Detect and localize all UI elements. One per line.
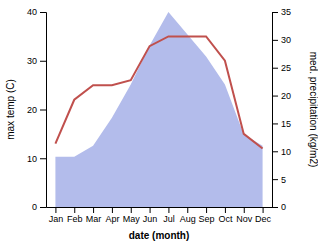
tick-mark <box>272 12 278 13</box>
tick-mark <box>93 207 94 213</box>
y2-tick: 35 <box>272 7 291 17</box>
y-tick: 40 <box>27 7 46 17</box>
tick-label: Jan <box>49 214 64 224</box>
x-tick: Apr <box>105 207 119 224</box>
tick-label: 35 <box>281 7 291 17</box>
y2-tick: 15 <box>272 119 291 129</box>
tick-mark <box>55 207 56 213</box>
x-tick: Jan <box>49 207 64 224</box>
x-axis: JanFebMarApr MayJun Jul AugSepOctNovDec <box>47 207 273 224</box>
axis-line <box>40 13 47 208</box>
y2-tick: 25 <box>272 63 291 73</box>
tick-mark <box>272 68 278 69</box>
x-axis-title: date (month) <box>129 230 190 241</box>
tick-label: 20 <box>27 105 37 115</box>
tick-label: 20 <box>281 91 291 101</box>
tick-mark <box>40 207 46 208</box>
tick-label: 25 <box>281 63 291 73</box>
tick-label: Sep <box>199 214 215 224</box>
x-tick: Aug <box>180 207 196 224</box>
y-axis: 0 10 20 30 40 <box>27 7 47 212</box>
tick-mark <box>131 207 132 213</box>
tick-label: Jun <box>143 214 158 224</box>
plot: JanFebMarApr MayJun Jul AugSepOctNovDec 0 10 2… <box>5 7 318 241</box>
tick-label: Apr <box>105 214 119 224</box>
y-tick: 0 <box>32 202 46 212</box>
marks <box>55 12 262 207</box>
tick-mark <box>150 207 151 213</box>
tick-label: 5 <box>281 175 286 185</box>
x-tick: Mar <box>86 207 102 224</box>
tick-label: 10 <box>27 154 37 164</box>
x-tick: Sep <box>199 207 215 224</box>
tick-mark <box>40 110 46 111</box>
x-tick: Feb <box>67 207 83 224</box>
tick-label: Nov <box>236 214 253 224</box>
tick-label: Dec <box>255 214 272 224</box>
x-tick: May <box>123 207 141 224</box>
y2-axis: 0 5 10 15 20 25 30 35 <box>272 7 291 212</box>
y-tick: 10 <box>27 154 46 164</box>
y-axis-title: max temp (C) <box>5 79 16 140</box>
tick-mark <box>272 96 278 97</box>
tick-label: Feb <box>67 214 83 224</box>
tick-label: 10 <box>281 147 291 157</box>
tick-mark <box>272 40 278 41</box>
x-tick: Jul <box>163 207 175 224</box>
tick-mark <box>263 207 264 213</box>
y2-axis-title: med. precipitation (kg/m2) <box>308 52 318 168</box>
precipitation-area <box>55 12 262 207</box>
x-tick: Dec <box>255 207 272 224</box>
tick-mark <box>244 207 245 213</box>
y2-tick: 10 <box>272 147 291 157</box>
tick-label: 30 <box>281 35 291 45</box>
tick-label: 0 <box>281 202 286 212</box>
tick-mark <box>40 158 46 159</box>
tick-mark <box>225 207 226 213</box>
tick-mark <box>168 207 169 213</box>
tick-mark <box>187 207 188 213</box>
y2-tick: 0 <box>272 202 286 212</box>
y2-tick: 20 <box>272 91 291 101</box>
tick-label: Aug <box>180 214 196 224</box>
tick-label: 0 <box>32 202 37 212</box>
y2-tick: 30 <box>272 35 291 45</box>
tick-mark <box>74 207 75 213</box>
temperature-line <box>55 36 262 148</box>
x-tick: Nov <box>236 207 253 224</box>
tick-mark <box>272 207 278 208</box>
tick-mark <box>40 12 46 13</box>
chart: JanFebMarApr MayJun Jul AugSepOctNovDec 0 10 2… <box>0 0 318 247</box>
tick-mark <box>206 207 207 213</box>
tick-label: May <box>123 214 141 224</box>
tick-mark <box>40 61 46 62</box>
tick-mark <box>112 207 113 213</box>
tick-mark <box>272 179 278 180</box>
tick-mark <box>272 151 278 152</box>
tick-mark <box>272 123 278 124</box>
tick-label: 40 <box>27 7 37 17</box>
tick-label: Oct <box>218 214 233 224</box>
axis-line <box>47 207 273 208</box>
y2-tick: 5 <box>272 175 286 185</box>
x-tick: Jun <box>143 207 158 224</box>
tick-label: Mar <box>86 214 102 224</box>
tick-label: 15 <box>281 119 291 129</box>
y-tick: 30 <box>27 56 46 66</box>
tick-label: 30 <box>27 56 37 66</box>
axis-line <box>273 13 279 208</box>
y-tick: 20 <box>27 105 46 115</box>
x-tick: Oct <box>218 207 233 224</box>
tick-label: Jul <box>163 214 175 224</box>
